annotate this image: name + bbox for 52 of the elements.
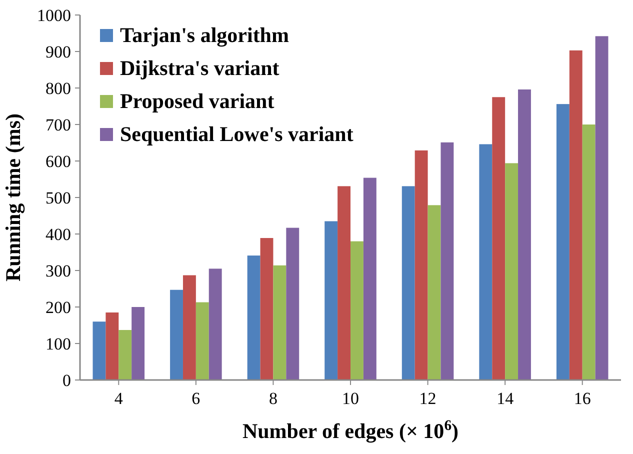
y-tick-label: 100 xyxy=(46,334,71,354)
bar xyxy=(170,290,183,380)
bar xyxy=(402,186,415,380)
bar xyxy=(440,142,454,380)
bar xyxy=(260,238,274,380)
bar xyxy=(556,104,570,380)
y-axis-title: Running time (ms) xyxy=(1,113,25,282)
bar xyxy=(350,241,364,380)
bar xyxy=(324,221,338,380)
bar xyxy=(582,124,596,380)
bar xyxy=(505,163,518,380)
legend-label: Dijkstra's variant xyxy=(120,56,280,80)
y-tick-label: 400 xyxy=(46,224,71,244)
legend-label: Sequential Lowe's variant xyxy=(120,122,354,146)
x-tick-label: 10 xyxy=(342,389,359,408)
x-tick-label: 14 xyxy=(496,389,514,408)
x-tick-label: 4 xyxy=(114,389,124,408)
x-tick-label: 8 xyxy=(268,389,278,408)
y-tick-label: 0 xyxy=(62,370,71,390)
bar xyxy=(595,36,608,380)
bar xyxy=(428,205,441,380)
y-tick-label: 900 xyxy=(46,42,71,62)
x-tick-label: 16 xyxy=(574,389,591,408)
bar xyxy=(247,256,260,380)
bar xyxy=(273,265,286,380)
bar xyxy=(338,186,350,380)
y-tick-label: 500 xyxy=(46,188,71,208)
x-axis-title: Number of edges (× 10$^{6}$) xyxy=(242,418,459,443)
x-tick-label: 6 xyxy=(192,389,200,408)
y-tick-label: 300 xyxy=(46,261,71,280)
x-tick-label: 12 xyxy=(419,389,436,408)
bar xyxy=(363,178,376,380)
y-tick-label: 600 xyxy=(46,152,71,171)
y-tick-label: 700 xyxy=(46,115,71,134)
bar xyxy=(569,50,582,380)
bar xyxy=(106,312,119,380)
bar xyxy=(196,302,209,380)
bar xyxy=(208,268,222,380)
bar xyxy=(414,150,428,380)
legend-label: Tarjan's algorithm xyxy=(120,23,290,47)
y-tick-label: 800 xyxy=(46,78,71,98)
y-tick-label: 1000 xyxy=(37,6,71,25)
bar xyxy=(182,275,196,380)
bar xyxy=(492,97,506,380)
bar xyxy=(479,144,492,380)
bar xyxy=(518,89,531,380)
bar xyxy=(132,307,145,380)
y-tick-label: 200 xyxy=(46,298,71,317)
bar xyxy=(286,228,300,380)
legend-label: Proposed variant xyxy=(120,89,274,113)
bar xyxy=(92,322,106,380)
bar xyxy=(118,330,132,380)
